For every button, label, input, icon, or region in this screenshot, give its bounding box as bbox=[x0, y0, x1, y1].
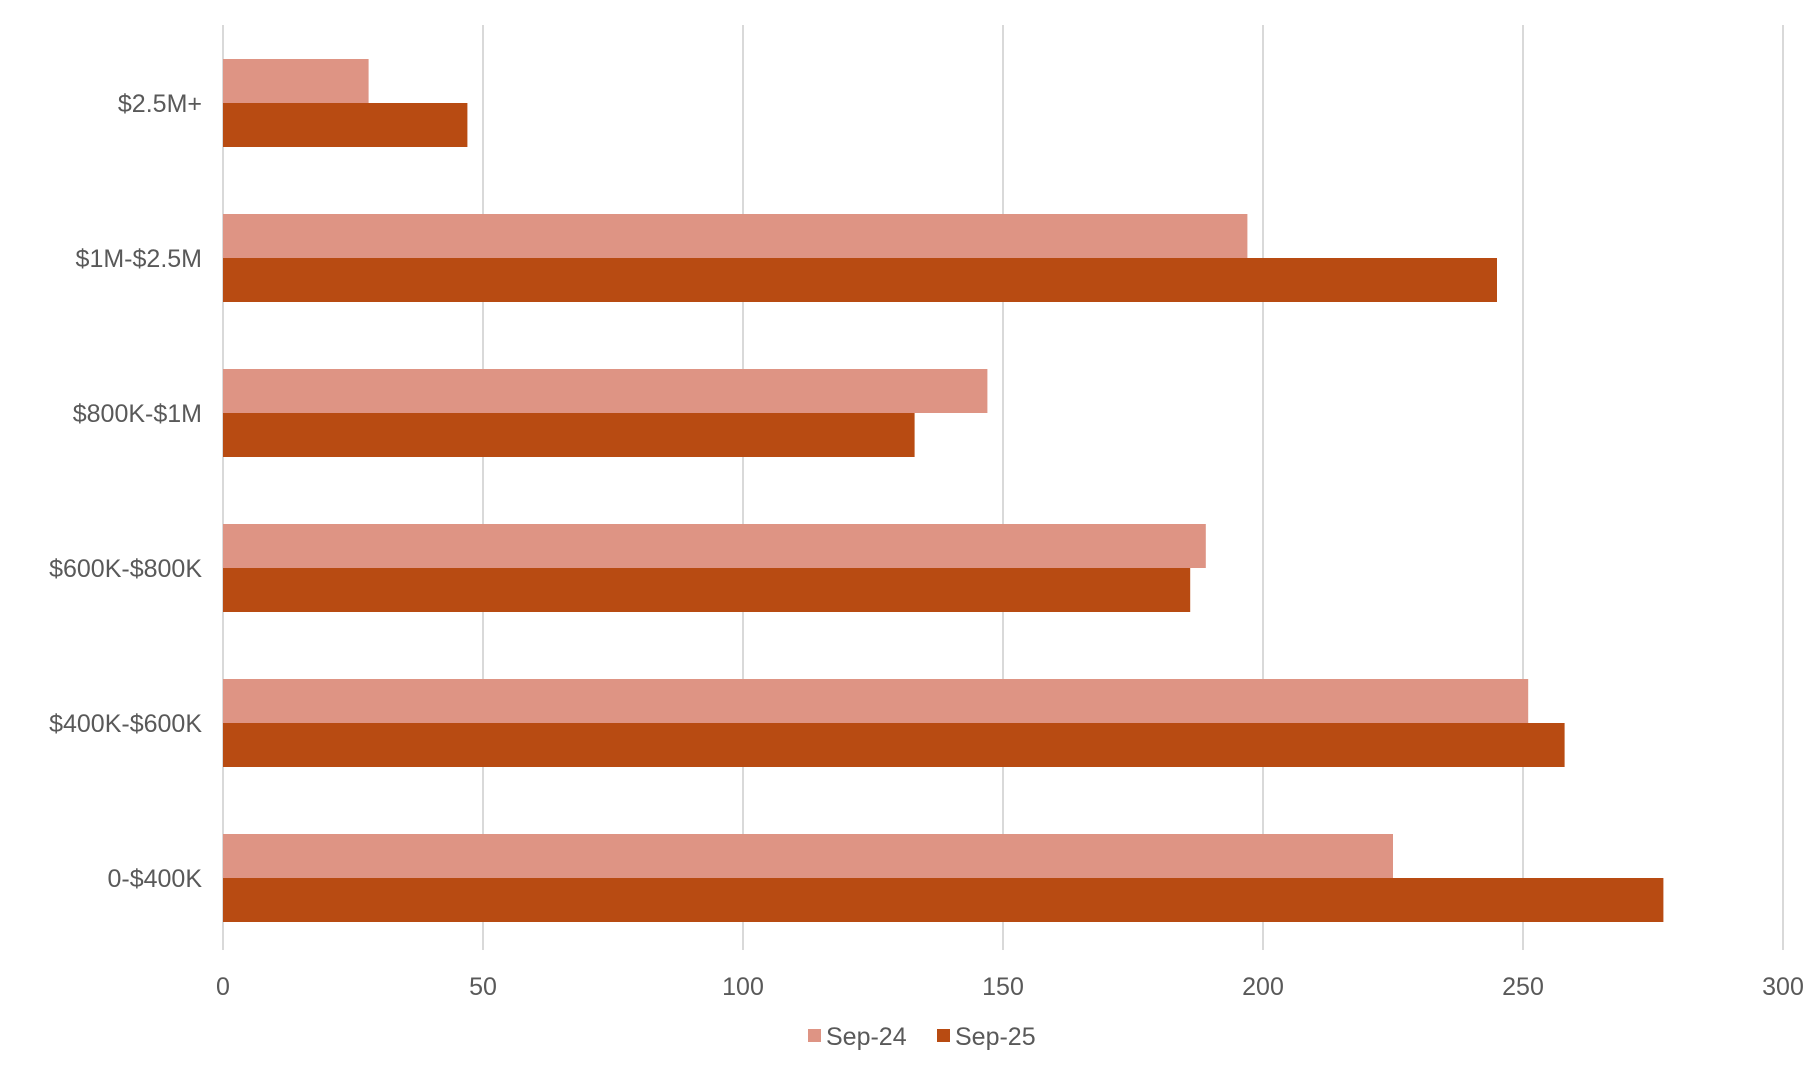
bar-sep-24-600k-800k bbox=[223, 524, 1206, 568]
y-tick-label: 0-$400K bbox=[107, 865, 202, 893]
bar-sep-25-0-400k bbox=[223, 878, 1664, 922]
bar-sep-24-800k-1m bbox=[223, 369, 988, 413]
x-tick-label: 300 bbox=[1762, 973, 1804, 1001]
bar-sep-25-2-5m bbox=[223, 103, 468, 147]
bar-sep-24-2-5m bbox=[223, 59, 369, 103]
x-tick-label: 250 bbox=[1502, 973, 1544, 1001]
bar-sep-25-1m-2-5m bbox=[223, 258, 1497, 302]
bars bbox=[223, 59, 1664, 922]
legend: Sep-24 Sep-25 bbox=[808, 1023, 1036, 1051]
legend-swatch-sep-25 bbox=[937, 1029, 950, 1042]
gridlines bbox=[222, 25, 1784, 950]
bar-sep-25-400k-600k bbox=[223, 723, 1565, 767]
x-tick-label: 0 bbox=[216, 973, 230, 1001]
y-tick-label: $600K-$800K bbox=[49, 555, 202, 583]
bar-sep-25-800k-1m bbox=[223, 413, 915, 457]
legend-label: Sep-25 bbox=[955, 1023, 1036, 1051]
y-tick-label: $2.5M+ bbox=[118, 90, 202, 118]
x-tick-label: 150 bbox=[982, 973, 1024, 1001]
category-axis: $2.5M+ $1M-$2.5M $800K-$1M $600K-$800K $400K… bbox=[49, 90, 202, 893]
y-tick-label: $400K-$600K bbox=[49, 710, 202, 738]
bar-sep-25-600k-800k bbox=[223, 568, 1191, 612]
y-tick-label: $1M-$2.5M bbox=[76, 245, 202, 273]
bar-sep-24-400k-600k bbox=[223, 679, 1529, 723]
x-tick-label: 50 bbox=[469, 973, 497, 1001]
x-tick-label: 100 bbox=[722, 973, 764, 1001]
legend-swatch-sep-24 bbox=[808, 1029, 821, 1042]
legend-label: Sep-24 bbox=[826, 1023, 907, 1051]
value-axis: 0 50 100 150 200 250 300 bbox=[216, 973, 1804, 1001]
bar-sep-24-0-400k bbox=[223, 834, 1393, 878]
y-tick-label: $800K-$1M bbox=[73, 400, 202, 428]
x-tick-label: 200 bbox=[1242, 973, 1284, 1001]
bar-sep-24-1m-2-5m bbox=[223, 214, 1248, 258]
